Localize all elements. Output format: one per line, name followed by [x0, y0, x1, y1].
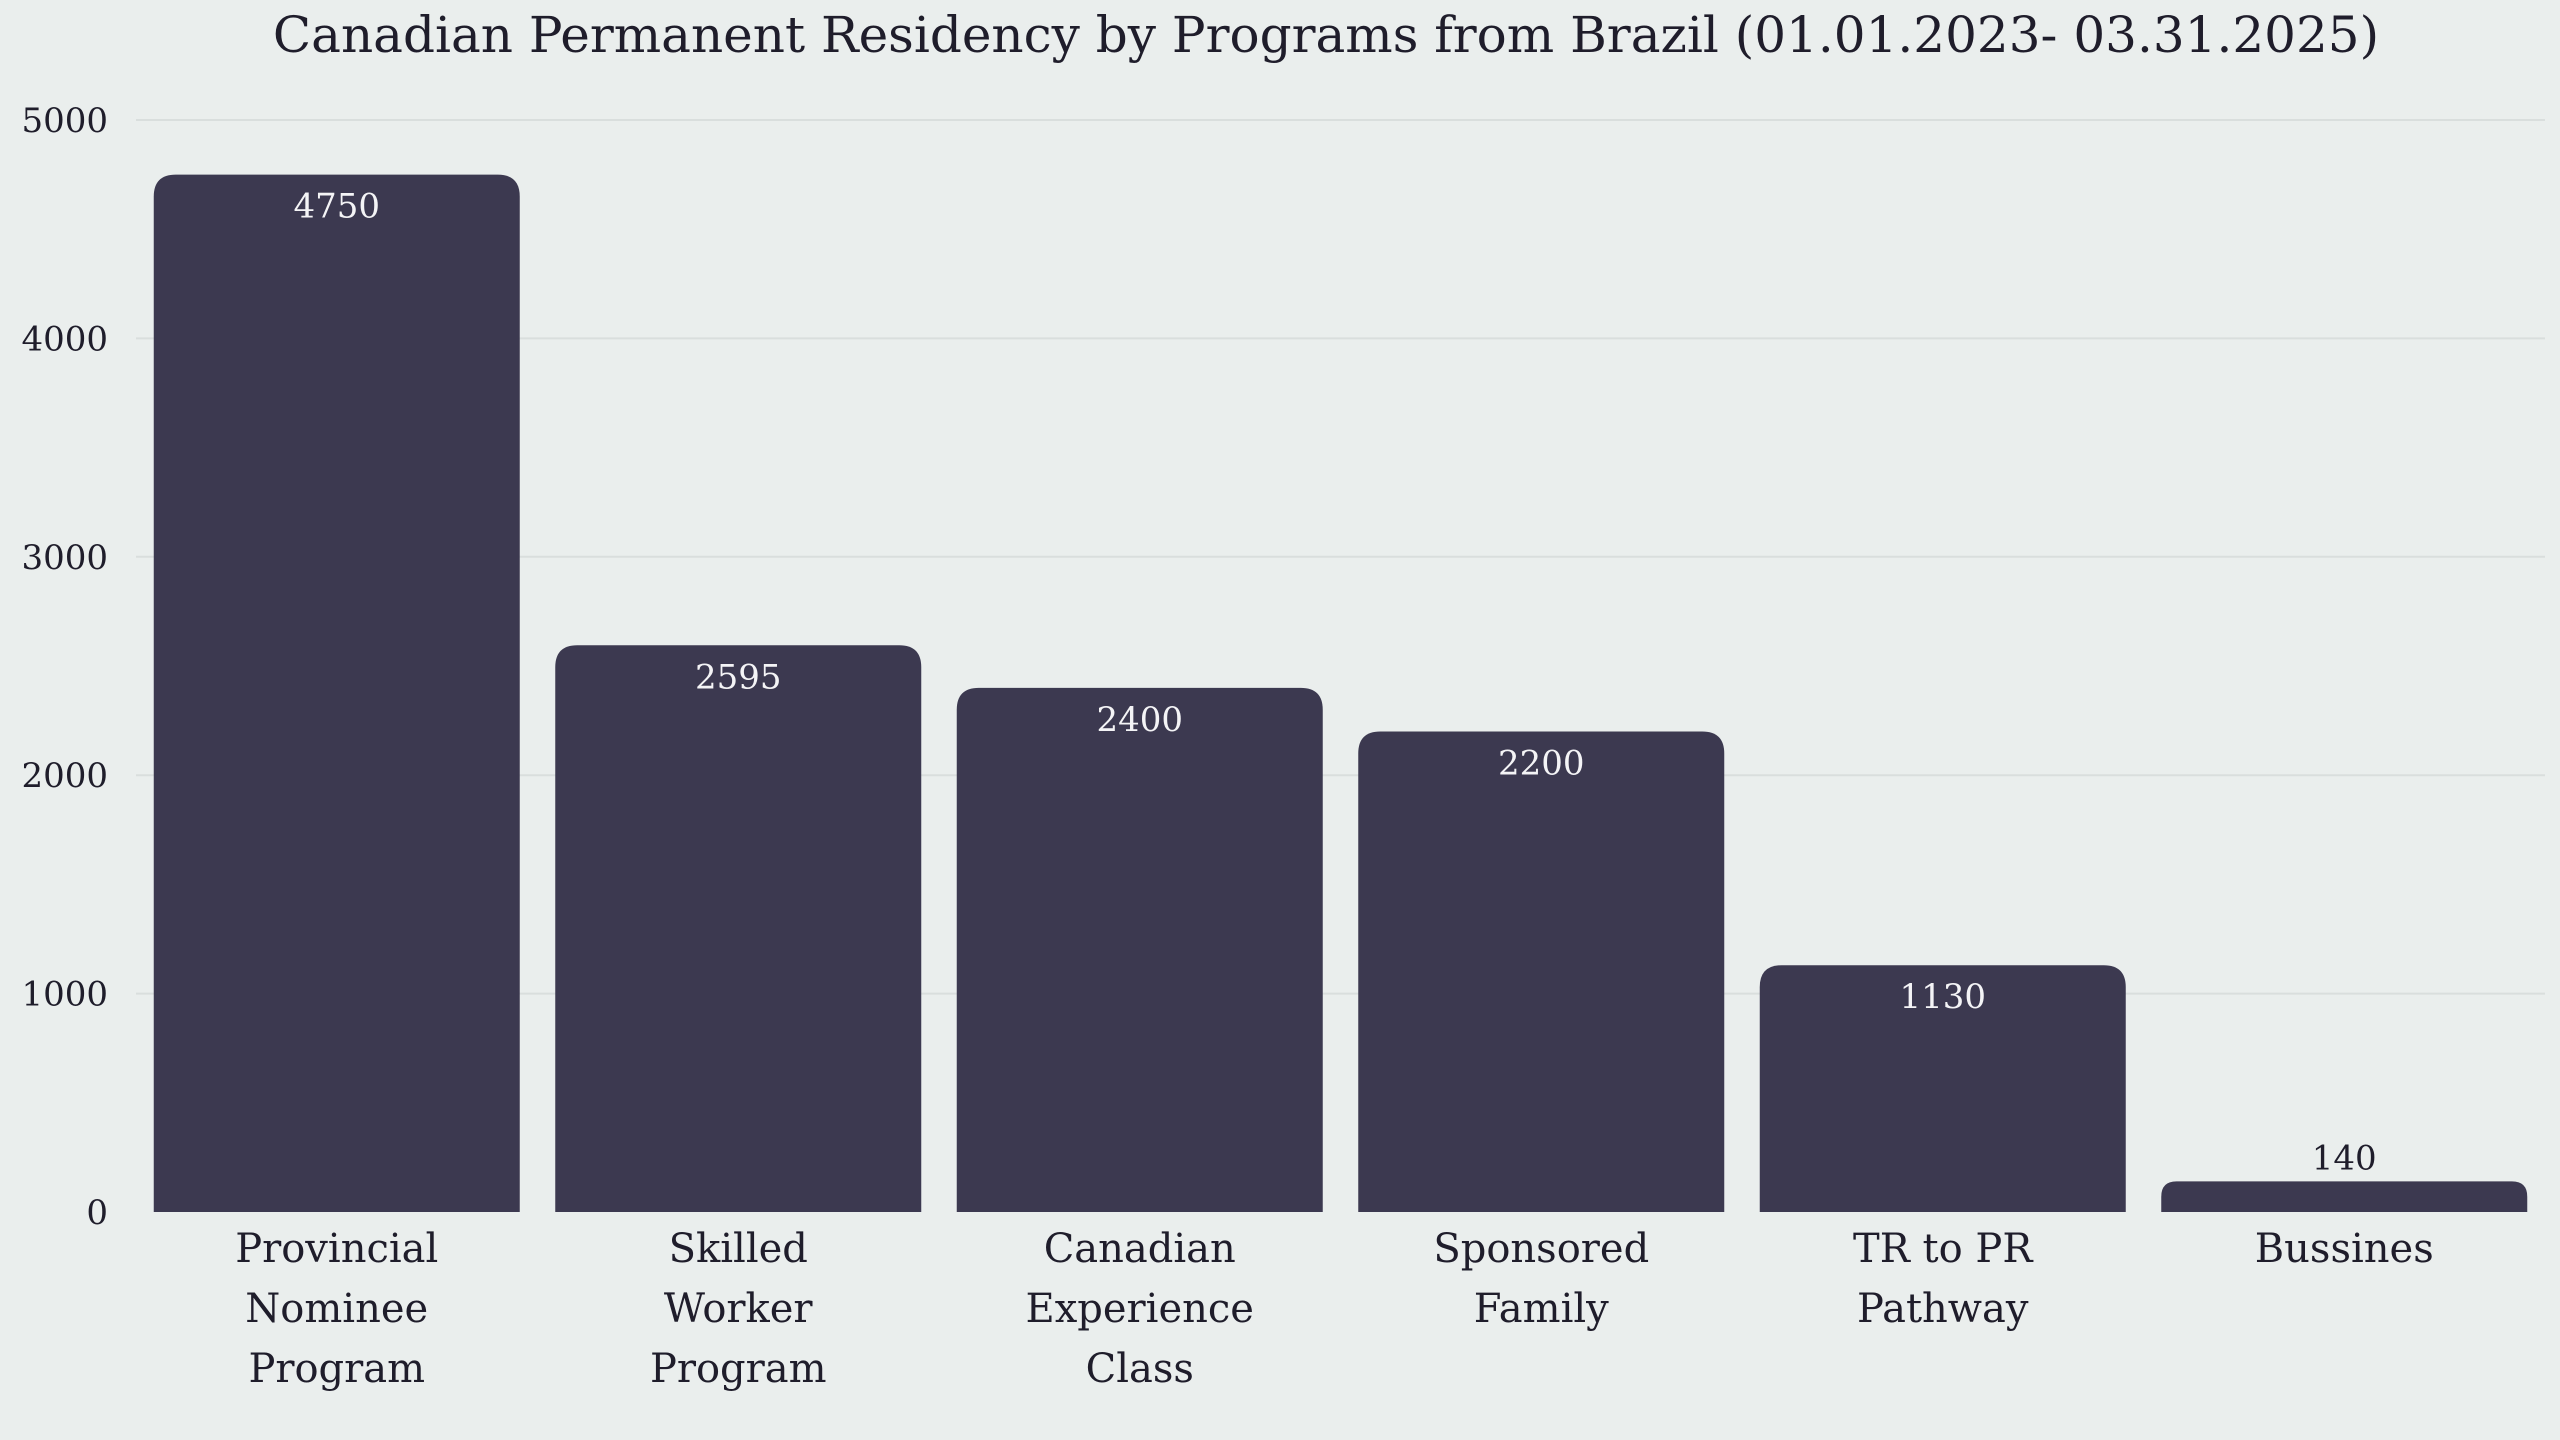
data-label: 2595 — [695, 657, 782, 697]
x-tick-label-line: Bussines — [2255, 1226, 2434, 1272]
x-tick-label-line: Canadian — [1044, 1226, 1236, 1272]
x-tick-label: Skilled Worker Program — [650, 1226, 827, 1392]
y-axis: 0 1000 2000 3000 4000 5000 — [21, 101, 108, 1233]
bar — [956, 687, 1323, 1212]
grid-lines — [136, 119, 2545, 995]
data-label: 4750 — [293, 187, 380, 227]
x-tick-label-line: Class — [1086, 1346, 1194, 1392]
bar — [2161, 1181, 2528, 1212]
x-tick-label-line: Nominee — [245, 1286, 428, 1332]
y-tick-label: 2000 — [21, 756, 108, 796]
y-tick-label: 1000 — [21, 975, 108, 1015]
data-label: 2200 — [1498, 744, 1585, 784]
chart-title: Canadian Permanent Residency by Programs… — [273, 6, 2379, 64]
x-tick-label: Sponsored Family — [1433, 1226, 1649, 1332]
bars: 4750 2595 2400 2200 1130 140 — [153, 174, 2528, 1213]
x-tick-label-line: Worker — [664, 1286, 814, 1332]
bar — [1358, 731, 1725, 1212]
data-label: 2400 — [1096, 700, 1183, 740]
y-tick-label: 4000 — [21, 319, 108, 359]
x-tick-label-line: Family — [1474, 1286, 1609, 1332]
bar — [153, 174, 520, 1213]
y-tick-label: 3000 — [21, 538, 108, 578]
x-tick-label-line: Program — [248, 1346, 425, 1392]
x-tick-label: Bussines — [2255, 1226, 2434, 1272]
bar — [1759, 965, 2126, 1212]
x-axis: Provincial Nominee Program Skilled Worker Pro… — [235, 1226, 2434, 1392]
x-tick-label-line: Sponsored — [1433, 1226, 1649, 1272]
y-tick-label: 0 — [86, 1193, 108, 1233]
x-tick-label-line: Experience — [1026, 1286, 1254, 1332]
data-label: 1130 — [1899, 977, 1986, 1017]
x-tick-label: Canadian Experience Class — [1026, 1226, 1254, 1392]
y-tick-label: 5000 — [21, 101, 108, 141]
x-tick-label-line: Pathway — [1857, 1286, 2029, 1332]
x-tick-label: Provincial Nominee Program — [235, 1226, 438, 1392]
x-tick-label-line: Program — [650, 1346, 827, 1392]
bar — [555, 645, 922, 1212]
x-tick-label-line: Provincial — [235, 1226, 438, 1272]
x-tick-label-line: TR to PR — [1853, 1226, 2034, 1272]
x-tick-label-line: Skilled — [669, 1226, 808, 1272]
data-label: 140 — [2312, 1138, 2377, 1178]
x-tick-label: TR to PR Pathway — [1853, 1226, 2034, 1332]
